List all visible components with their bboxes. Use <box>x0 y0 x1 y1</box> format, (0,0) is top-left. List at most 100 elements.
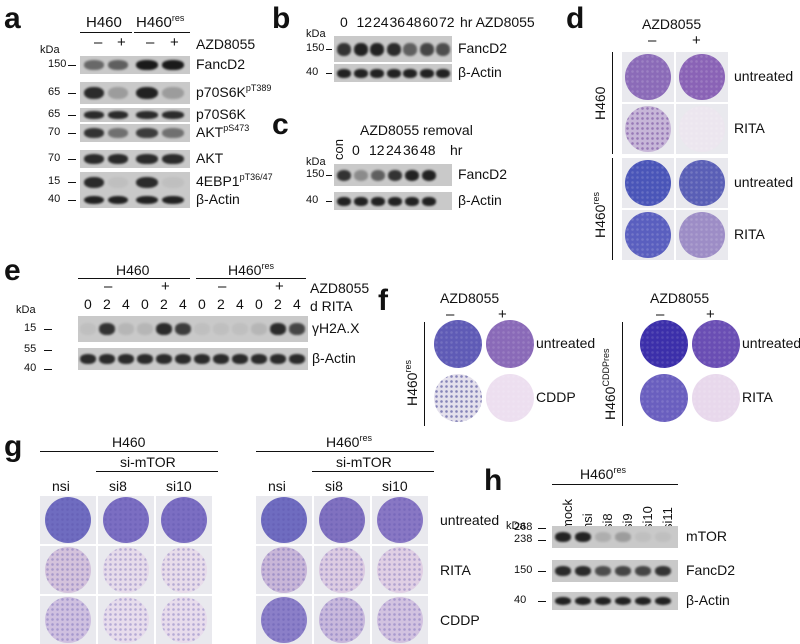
panel-e-blot-0-band-7 <box>213 323 229 335</box>
panel-a-h460res-underline <box>134 32 190 33</box>
panel-f-left-dish-1-0 <box>434 374 482 422</box>
panel-a-drug-label: AZD8055 <box>196 36 256 52</box>
panel-e-blot-0-band-8 <box>232 323 248 335</box>
panel-c-blot-0 <box>334 164 452 186</box>
panel-h-blot-2-band-4 <box>635 596 651 606</box>
panel-d-drug-label: AZD8055 <box>642 16 702 32</box>
panel-b-tick-0 <box>326 49 332 50</box>
panel-b-blot-0-band-5 <box>419 42 434 56</box>
panel-e-blot-0-band-3 <box>137 323 153 335</box>
panel-letter-b: b <box>272 2 291 35</box>
panel-a-label-0: FancD2 <box>196 56 246 72</box>
panel-h-blot-2-band-1 <box>575 596 591 606</box>
panel-a-blot-3-band-1 <box>108 128 128 138</box>
panel-b-time-2: 24 <box>373 14 389 30</box>
panel-g-lane-0-2: si10 <box>166 478 192 494</box>
panel-g-dish-1-0-0 <box>261 497 307 543</box>
panel-g-lane-0-0: nsi <box>52 478 70 494</box>
panel-b-time-0: 0 <box>340 14 348 30</box>
panel-h-blot-1-band-3 <box>615 566 631 576</box>
panel-e-day-11: 4 <box>293 296 301 312</box>
panel-e-day-2: 4 <box>122 296 130 312</box>
panel-c-blot-0-band-2 <box>371 169 385 181</box>
panel-h-mw-1-0: 150 <box>514 564 533 576</box>
panel-c-time-1: 12 <box>369 142 385 158</box>
panel-a-tick-5 <box>68 182 76 183</box>
panel-a-label-6: β-Actin <box>196 191 240 207</box>
panel-e-blot-1-band-2 <box>118 354 134 364</box>
panel-c-blot-0-band-3 <box>388 169 402 181</box>
panel-e-blot-0-band-6 <box>194 323 210 335</box>
panel-b-time-1: 12 <box>356 14 373 30</box>
panel-g-dish-0-0-2 <box>161 497 207 543</box>
panel-g-dish-1-1-1 <box>319 547 365 593</box>
panel-e-blot-1-band-11 <box>289 354 305 364</box>
panel-e-mw-1: 40 <box>24 362 37 374</box>
panel-f-left-dish-0-0 <box>434 320 482 368</box>
panel-f-right-bracket <box>622 322 623 426</box>
panel-c-mw-1: 40 <box>306 194 319 206</box>
panel-b-blot-0-band-4 <box>403 42 417 56</box>
panel-f-left-drug: AZD8055 <box>440 290 500 306</box>
panel-a-blot-6-band-0 <box>84 195 104 205</box>
panel-e-day-3: 0 <box>141 296 149 312</box>
panel-e-day-7: 2 <box>217 296 225 312</box>
panel-c-time-3: 36 <box>403 142 419 158</box>
panel-a-tick-4 <box>68 159 76 160</box>
panel-a-blot-0-band-2 <box>136 60 158 70</box>
panel-c-kda: kDa <box>306 156 326 168</box>
panel-f-right-minus: – <box>656 306 665 323</box>
panel-c-blot-0-band-5 <box>422 169 436 181</box>
panel-e-blot-1-band-7 <box>213 354 229 364</box>
panel-a-plus-1: + <box>117 34 126 51</box>
panel-c-blot-1 <box>334 192 452 210</box>
panel-h-underline <box>552 484 678 485</box>
panel-d-dish-3-0 <box>625 212 671 258</box>
panel-c-header: AZD8055 removal <box>360 122 473 138</box>
panel-e-day-1: 2 <box>103 296 111 312</box>
panel-c-time-0: 0 <box>352 142 360 158</box>
panel-e-label-0: γH2A.X <box>312 320 360 336</box>
panel-g-lane-1-1: si8 <box>325 478 343 494</box>
panel-h-label-1: FancD2 <box>686 562 736 578</box>
panel-b-blot-1-band-4 <box>403 68 417 78</box>
panel-e-day-10: 2 <box>274 296 282 312</box>
panel-e-cell-h460res: H460res <box>228 261 274 278</box>
panel-b-blot-1-band-2 <box>370 68 384 78</box>
panel-c-blot-1-band-2 <box>371 196 385 206</box>
panel-f-right-dish-0-1 <box>692 320 740 368</box>
panel-c-blot-1-band-0 <box>337 196 351 206</box>
panel-f-left-dish-1-1 <box>486 374 534 422</box>
panel-d-h460res-bracket <box>612 158 613 260</box>
panel-g-dish-0-1-1 <box>103 547 149 593</box>
panel-h-label-0: mTOR <box>686 528 727 544</box>
panel-g-dish-0-0-1 <box>103 497 149 543</box>
panel-h-mw-0-1: 238 <box>514 533 533 545</box>
panel-h-label-2: β-Actin <box>686 592 730 608</box>
panel-a-blot-5-band-2 <box>136 176 158 188</box>
panel-h-blot-0-band-2 <box>595 532 611 542</box>
panel-a-blot-0 <box>80 56 190 74</box>
panel-a-blot-5 <box>80 172 190 192</box>
panel-c-time-2: 24 <box>386 142 402 158</box>
panel-e-blot-0-band-5 <box>175 323 191 335</box>
panel-b-blot-1-band-1 <box>353 68 368 78</box>
panel-b-time-5: 60 <box>422 14 439 30</box>
panel-a-tick-3 <box>68 133 76 134</box>
panel-d-dish-3-1 <box>679 212 725 258</box>
panel-d-condition-2: untreated <box>734 174 794 190</box>
panel-h-cell-h460res: H460res <box>580 465 626 482</box>
panel-b-mw-0: 150 <box>306 42 325 54</box>
panel-a-blot-2-band-0 <box>84 111 104 119</box>
panel-f-left-condition-1: CDDP <box>536 389 576 405</box>
panel-g-dish-1-0-2 <box>377 497 423 543</box>
panel-f-right-dish-0-0 <box>640 320 688 368</box>
panel-c-label-1: β-Actin <box>458 192 502 208</box>
panel-h-blot-0-band-5 <box>655 532 671 542</box>
panel-d-dish-2-0 <box>625 160 671 206</box>
panel-a-blot-6 <box>80 192 190 208</box>
panel-letter-a: a <box>4 2 21 35</box>
panel-a-mw-6: 40 <box>48 193 61 205</box>
panel-a-blot-4-band-2 <box>136 154 158 164</box>
panel-d-cell-h460: H460 <box>592 86 608 120</box>
